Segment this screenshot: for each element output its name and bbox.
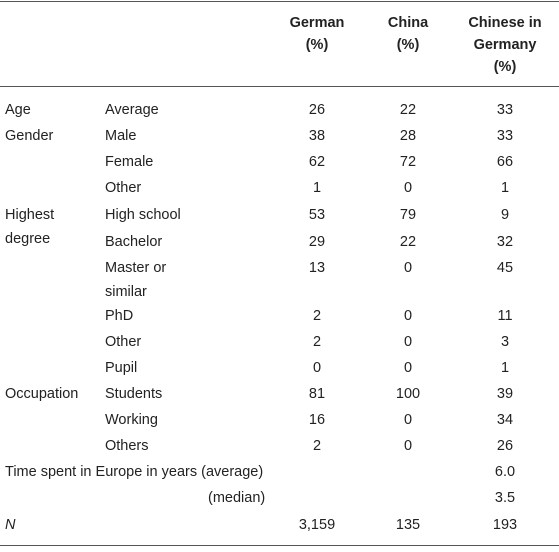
german-value: 26 xyxy=(308,102,326,118)
table-row: Female 62 72 66 xyxy=(0,149,559,175)
china-value: 72 xyxy=(399,154,417,170)
chinese-germany-value: 1 xyxy=(500,360,510,376)
row-label: Average xyxy=(105,102,159,118)
china-value: 0 xyxy=(403,360,413,376)
china-value: 100 xyxy=(395,386,421,402)
german-value: 0 xyxy=(312,360,322,376)
china-value: 0 xyxy=(403,260,413,276)
german-value: 2 xyxy=(312,308,322,324)
german-value: 1 xyxy=(312,180,322,196)
table-row: Bachelor 29 22 32 xyxy=(0,229,559,255)
german-value: 53 xyxy=(308,207,326,223)
row-label: Master or similar xyxy=(105,260,167,300)
table-row: PhD 2 0 11 xyxy=(0,303,559,329)
table-row: Pupil 0 0 1 xyxy=(0,355,559,381)
row-label: Pupil xyxy=(105,360,138,376)
row-label: Other xyxy=(105,334,142,350)
chinese-germany-value: 9 xyxy=(500,207,510,223)
row-group-label: Age xyxy=(5,102,31,118)
table-row: Gender Male 38 28 33 xyxy=(0,123,559,149)
chinese-germany-value: 39 xyxy=(496,386,514,402)
chinese-germany-value: 33 xyxy=(496,102,514,118)
china-value: 0 xyxy=(403,308,413,324)
table-row: Working 16 0 34 xyxy=(0,407,559,433)
german-value: 29 xyxy=(308,234,326,250)
table-row: Occupation Students 81 100 39 xyxy=(0,381,559,407)
china-value: 135 xyxy=(395,517,421,533)
row-label: Female xyxy=(105,154,154,170)
chinese-germany-value: 33 xyxy=(496,128,514,144)
chinese-germany-value: 1 xyxy=(500,180,510,196)
german-value: 2 xyxy=(312,334,322,350)
time-in-europe-label: Time spent in Europe in years (average) xyxy=(5,464,264,480)
column-header-chinese-in-germany: Chinese in Germany (%) xyxy=(468,15,542,75)
row-label: Others xyxy=(105,438,149,454)
time-in-europe-median-value: 3.5 xyxy=(494,490,516,506)
german-value: 13 xyxy=(308,260,326,276)
row-group-label: Gender xyxy=(5,128,54,144)
time-in-europe-median-label: (median) xyxy=(208,490,266,506)
chinese-germany-value: 26 xyxy=(496,438,514,454)
time-in-europe-average-value: 6.0 xyxy=(494,464,516,480)
chinese-germany-value: 3 xyxy=(500,334,510,350)
table-row: Time spent in Europe in years (average) … xyxy=(0,459,559,485)
china-value: 0 xyxy=(403,180,413,196)
chinese-germany-value: 34 xyxy=(496,412,514,428)
german-value: 62 xyxy=(308,154,326,170)
row-group-label: Occupation xyxy=(5,386,79,402)
table-row: Age Average 26 22 33 xyxy=(0,97,559,123)
china-value: 22 xyxy=(399,102,417,118)
china-value: 28 xyxy=(399,128,417,144)
table-row: Other 1 0 1 xyxy=(0,175,559,201)
german-value: 81 xyxy=(308,386,326,402)
header-rule xyxy=(0,86,559,87)
row-label: PhD xyxy=(105,308,134,324)
chinese-germany-value: 45 xyxy=(496,260,514,276)
top-rule xyxy=(0,1,559,2)
table-row: Other 2 0 3 xyxy=(0,329,559,355)
german-value: 38 xyxy=(308,128,326,144)
bottom-rule xyxy=(0,545,559,546)
chinese-germany-value: 66 xyxy=(496,154,514,170)
sample-size-label: N xyxy=(5,517,16,533)
chinese-germany-value: 32 xyxy=(496,234,514,250)
table-row: N 3,159 135 193 xyxy=(0,512,559,538)
row-label: Male xyxy=(105,128,137,144)
row-label: Students xyxy=(105,386,163,402)
row-label: Working xyxy=(105,412,158,428)
column-header-german: German (%) xyxy=(289,15,345,53)
table-row: (median) 3.5 xyxy=(0,485,559,511)
chinese-germany-value: 193 xyxy=(492,517,518,533)
german-value: 16 xyxy=(308,412,326,428)
table-row: Highest degree High school 53 79 9 xyxy=(0,202,559,247)
china-value: 0 xyxy=(403,438,413,454)
german-value: 3,159 xyxy=(298,517,336,533)
column-header-china: China (%) xyxy=(387,15,429,53)
china-value: 0 xyxy=(403,334,413,350)
german-value: 2 xyxy=(312,438,322,454)
china-value: 79 xyxy=(399,207,417,223)
table-row: Master or similar 13 0 45 xyxy=(0,255,559,300)
row-group-label: Highest degree xyxy=(5,207,55,247)
row-label: Other xyxy=(105,180,142,196)
china-value: 22 xyxy=(399,234,417,250)
table-row: Others 2 0 26 xyxy=(0,433,559,459)
china-value: 0 xyxy=(403,412,413,428)
row-label: High school xyxy=(105,207,181,223)
row-label: Bachelor xyxy=(105,234,163,250)
chinese-germany-value: 11 xyxy=(497,308,513,324)
